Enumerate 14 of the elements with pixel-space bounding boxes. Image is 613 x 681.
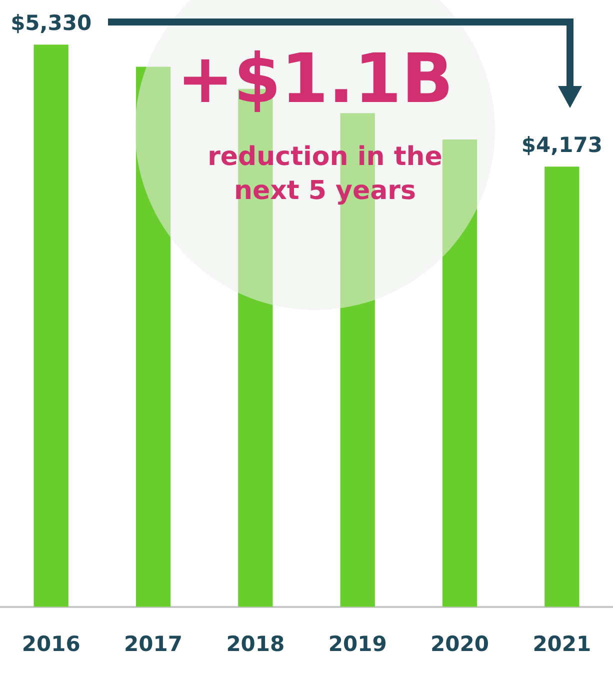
- x-tick-label: 2016: [22, 632, 80, 656]
- annotation: +$1.1B: [176, 40, 454, 120]
- data-label: $5,330: [10, 10, 92, 35]
- annotation: reduction in the next 5 years: [206, 141, 444, 208]
- data-label: $4,173: [521, 132, 602, 157]
- x-tick-label: 2018: [226, 632, 285, 656]
- x-tick-label: 2019: [328, 632, 387, 656]
- bar: [442, 139, 478, 607]
- x-tick-label: 2017: [124, 632, 182, 656]
- x-tick-label: 2021: [532, 632, 592, 656]
- bar: [34, 44, 68, 607]
- bar: [136, 66, 171, 607]
- x-tick-label: 2020: [430, 632, 489, 656]
- bar: [544, 166, 580, 607]
